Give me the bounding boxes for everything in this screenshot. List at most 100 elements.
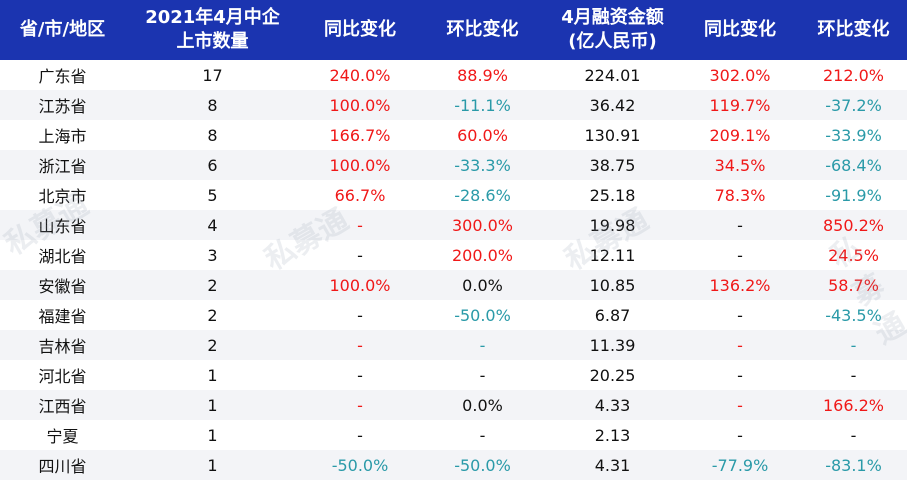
header-ipo-count: 2021年4月中企 上市数量 [125, 0, 300, 60]
amount-yoy-cell: 136.2% [680, 270, 800, 300]
region-cell: 浙江省 [0, 150, 125, 180]
count-yoy-cell: -50.0% [300, 450, 420, 480]
count-mom-cell: -50.0% [420, 450, 545, 480]
amount-mom-cell: - [800, 330, 907, 360]
amount-yoy-cell: 302.0% [709, 65, 771, 85]
amount-mom-cell: 212.0% [822, 65, 884, 85]
amount-mom-cell: 24.5% [828, 245, 879, 265]
count-yoy-cell: - [300, 390, 420, 420]
ipo-count-cell: 2 [125, 270, 300, 300]
count-mom-cell: - [479, 365, 486, 385]
table-row: 上海市 8 166.7% 60.0% 130.91 209.1% -33.9% [0, 120, 907, 150]
amount-mom-cell: -33.9% [825, 125, 882, 145]
amount-mom-cell: 850.2% [800, 210, 907, 240]
financing-amount-cell: 38.75 [545, 150, 680, 180]
table-row: 湖北省 3 - 200.0% 12.11 - 24.5% [0, 240, 907, 270]
count-yoy-cell: 100.0% [300, 150, 420, 180]
count-mom-cell: - [479, 425, 486, 445]
ipo-count-cell: 8 [125, 90, 300, 120]
count-yoy-cell: - [357, 425, 363, 445]
count-mom-cell: 0.0% [420, 390, 545, 420]
count-mom-cell: -11.1% [420, 90, 545, 120]
count-yoy-cell: 240.0% [329, 65, 391, 85]
region-cell: 湖北省 [38, 247, 87, 266]
financing-amount-cell: 4.31 [545, 450, 680, 480]
ipo-count-cell: 17 [202, 65, 223, 85]
count-mom-cell: 0.0% [420, 270, 545, 300]
financing-amount-cell: 224.01 [584, 65, 641, 85]
table-row: 北京市 5 66.7% -28.6% 25.18 78.3% -91.9% [0, 180, 907, 210]
ipo-count-cell: 1 [207, 425, 218, 445]
amount-yoy-cell: - [737, 425, 743, 445]
count-mom-cell: -50.0% [454, 305, 511, 325]
region-cell: 河北省 [38, 367, 87, 386]
region-cell: 福建省 [38, 307, 87, 326]
ipo-count-cell: 1 [125, 450, 300, 480]
count-yoy-cell: - [357, 305, 363, 325]
count-yoy-cell: - [300, 210, 420, 240]
region-cell: 宁夏 [46, 427, 79, 446]
ipo-count-cell: 6 [125, 150, 300, 180]
count-mom-cell: 60.0% [457, 125, 508, 145]
ipo-count-cell: 1 [207, 365, 218, 385]
amount-mom-cell: -68.4% [800, 150, 907, 180]
amount-yoy-cell: 34.5% [680, 150, 800, 180]
header-financing-amount: 4月融资金额 (亿人民币) [545, 0, 680, 60]
table-row: 浙江省 6 100.0% -33.3% 38.75 34.5% -68.4% [0, 150, 907, 180]
table-row: 河北省 1 - - 20.25 - - [0, 360, 907, 390]
amount-yoy-cell: - [737, 365, 743, 385]
amount-yoy-cell: - [737, 245, 743, 265]
amount-yoy-cell: 119.7% [680, 90, 800, 120]
table-row: 江苏省 8 100.0% -11.1% 36.42 119.7% -37.2% [0, 90, 907, 120]
count-mom-cell: 300.0% [420, 210, 545, 240]
region-cell: 安徽省 [0, 270, 125, 300]
region-cell: 山东省 [0, 210, 125, 240]
financing-amount-cell: 12.11 [589, 245, 636, 265]
region-cell: 吉林省 [0, 330, 125, 360]
count-yoy-cell: 66.7% [334, 185, 386, 205]
count-yoy-cell: - [357, 365, 363, 385]
financing-amount-cell: 19.98 [545, 210, 680, 240]
amount-mom-cell: - [850, 365, 857, 385]
ipo-count-cell: 4 [125, 210, 300, 240]
amount-yoy-cell: 78.3% [714, 185, 766, 205]
region-cell: 北京市 [38, 187, 87, 206]
table-row: 宁夏 1 - - 2.13 - - [0, 420, 907, 450]
count-mom-cell: -28.6% [454, 185, 511, 205]
financing-amount-cell: 10.85 [545, 270, 680, 300]
table-row: 四川省 1 -50.0% -50.0% 4.31 -77.9% -83.1% [0, 450, 907, 480]
table-row: 吉林省 2- -11.39- - [0, 330, 907, 360]
amount-mom-cell: -37.2% [800, 90, 907, 120]
financing-amount-cell: 6.87 [594, 305, 631, 325]
header-amount-yoy: 同比变化 [680, 0, 800, 60]
financing-amount-cell: 11.39 [545, 330, 680, 360]
amount-mom-cell: 166.2% [800, 390, 907, 420]
count-yoy-cell: 100.0% [300, 90, 420, 120]
amount-yoy-cell: - [680, 210, 800, 240]
amount-mom-cell: 58.7% [800, 270, 907, 300]
ipo-count-cell: 3 [207, 245, 218, 265]
amount-yoy-cell: -77.9% [680, 450, 800, 480]
count-yoy-cell: 166.7% [329, 125, 391, 145]
count-mom-cell: 200.0% [451, 245, 513, 265]
table-row: 福建省 2 - -50.0% 6.87 - -43.5% [0, 300, 907, 330]
ipo-count-cell: 2 [125, 330, 300, 360]
amount-yoy-cell: - [680, 390, 800, 420]
table-row: 江西省 1-0.0% 4.33-166.2% [0, 390, 907, 420]
financing-amount-cell: 25.18 [589, 185, 636, 205]
region-cell: 江西省 [0, 390, 125, 420]
table-row: 安徽省 2 100.0% 0.0% 10.85 136.2% 58.7% [0, 270, 907, 300]
count-mom-cell: 88.9% [457, 65, 508, 85]
financing-amount-cell: 130.91 [584, 125, 641, 145]
financing-amount-cell: 36.42 [545, 90, 680, 120]
ipo-count-cell: 1 [125, 390, 300, 420]
region-cell: 江苏省 [0, 90, 125, 120]
ipo-count-cell: 2 [207, 305, 218, 325]
ipo-count-cell: 8 [207, 125, 218, 145]
header-row: 省/市/地区 2021年4月中企 上市数量 同比变化 环比变化 4月融资金额 (… [0, 0, 907, 60]
region-cell: 上海市 [38, 127, 87, 146]
amount-yoy-cell: 209.1% [709, 125, 771, 145]
amount-yoy-cell: - [737, 305, 743, 325]
header-count-mom: 环比变化 [420, 0, 545, 60]
amount-yoy-cell: - [680, 330, 800, 360]
